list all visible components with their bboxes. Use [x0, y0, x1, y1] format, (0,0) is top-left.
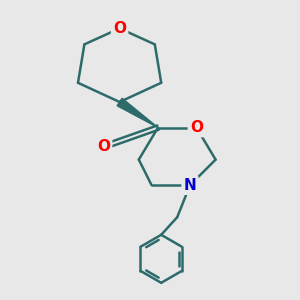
- Text: N: N: [184, 178, 196, 193]
- Text: O: O: [190, 120, 203, 135]
- Text: O: O: [113, 21, 126, 36]
- Polygon shape: [117, 98, 158, 128]
- Text: O: O: [97, 139, 110, 154]
